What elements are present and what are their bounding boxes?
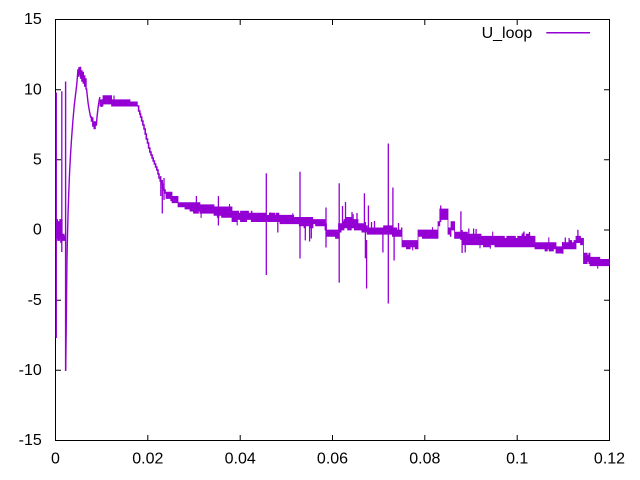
- svg-text:0: 0: [33, 222, 42, 239]
- svg-text:0.12: 0.12: [594, 451, 625, 468]
- svg-text:10: 10: [24, 81, 42, 98]
- svg-text:5: 5: [33, 151, 42, 168]
- svg-text:0.08: 0.08: [409, 451, 440, 468]
- svg-text:0.02: 0.02: [132, 451, 163, 468]
- svg-text:15: 15: [24, 11, 42, 28]
- svg-text:-5: -5: [28, 292, 42, 309]
- svg-text:-10: -10: [19, 362, 42, 379]
- svg-text:0.1: 0.1: [506, 451, 528, 468]
- svg-text:U_loop: U_loop: [482, 25, 533, 42]
- svg-text:0.06: 0.06: [317, 451, 348, 468]
- svg-text:-15: -15: [19, 432, 42, 449]
- svg-text:0.04: 0.04: [225, 451, 256, 468]
- svg-text:0: 0: [51, 451, 60, 468]
